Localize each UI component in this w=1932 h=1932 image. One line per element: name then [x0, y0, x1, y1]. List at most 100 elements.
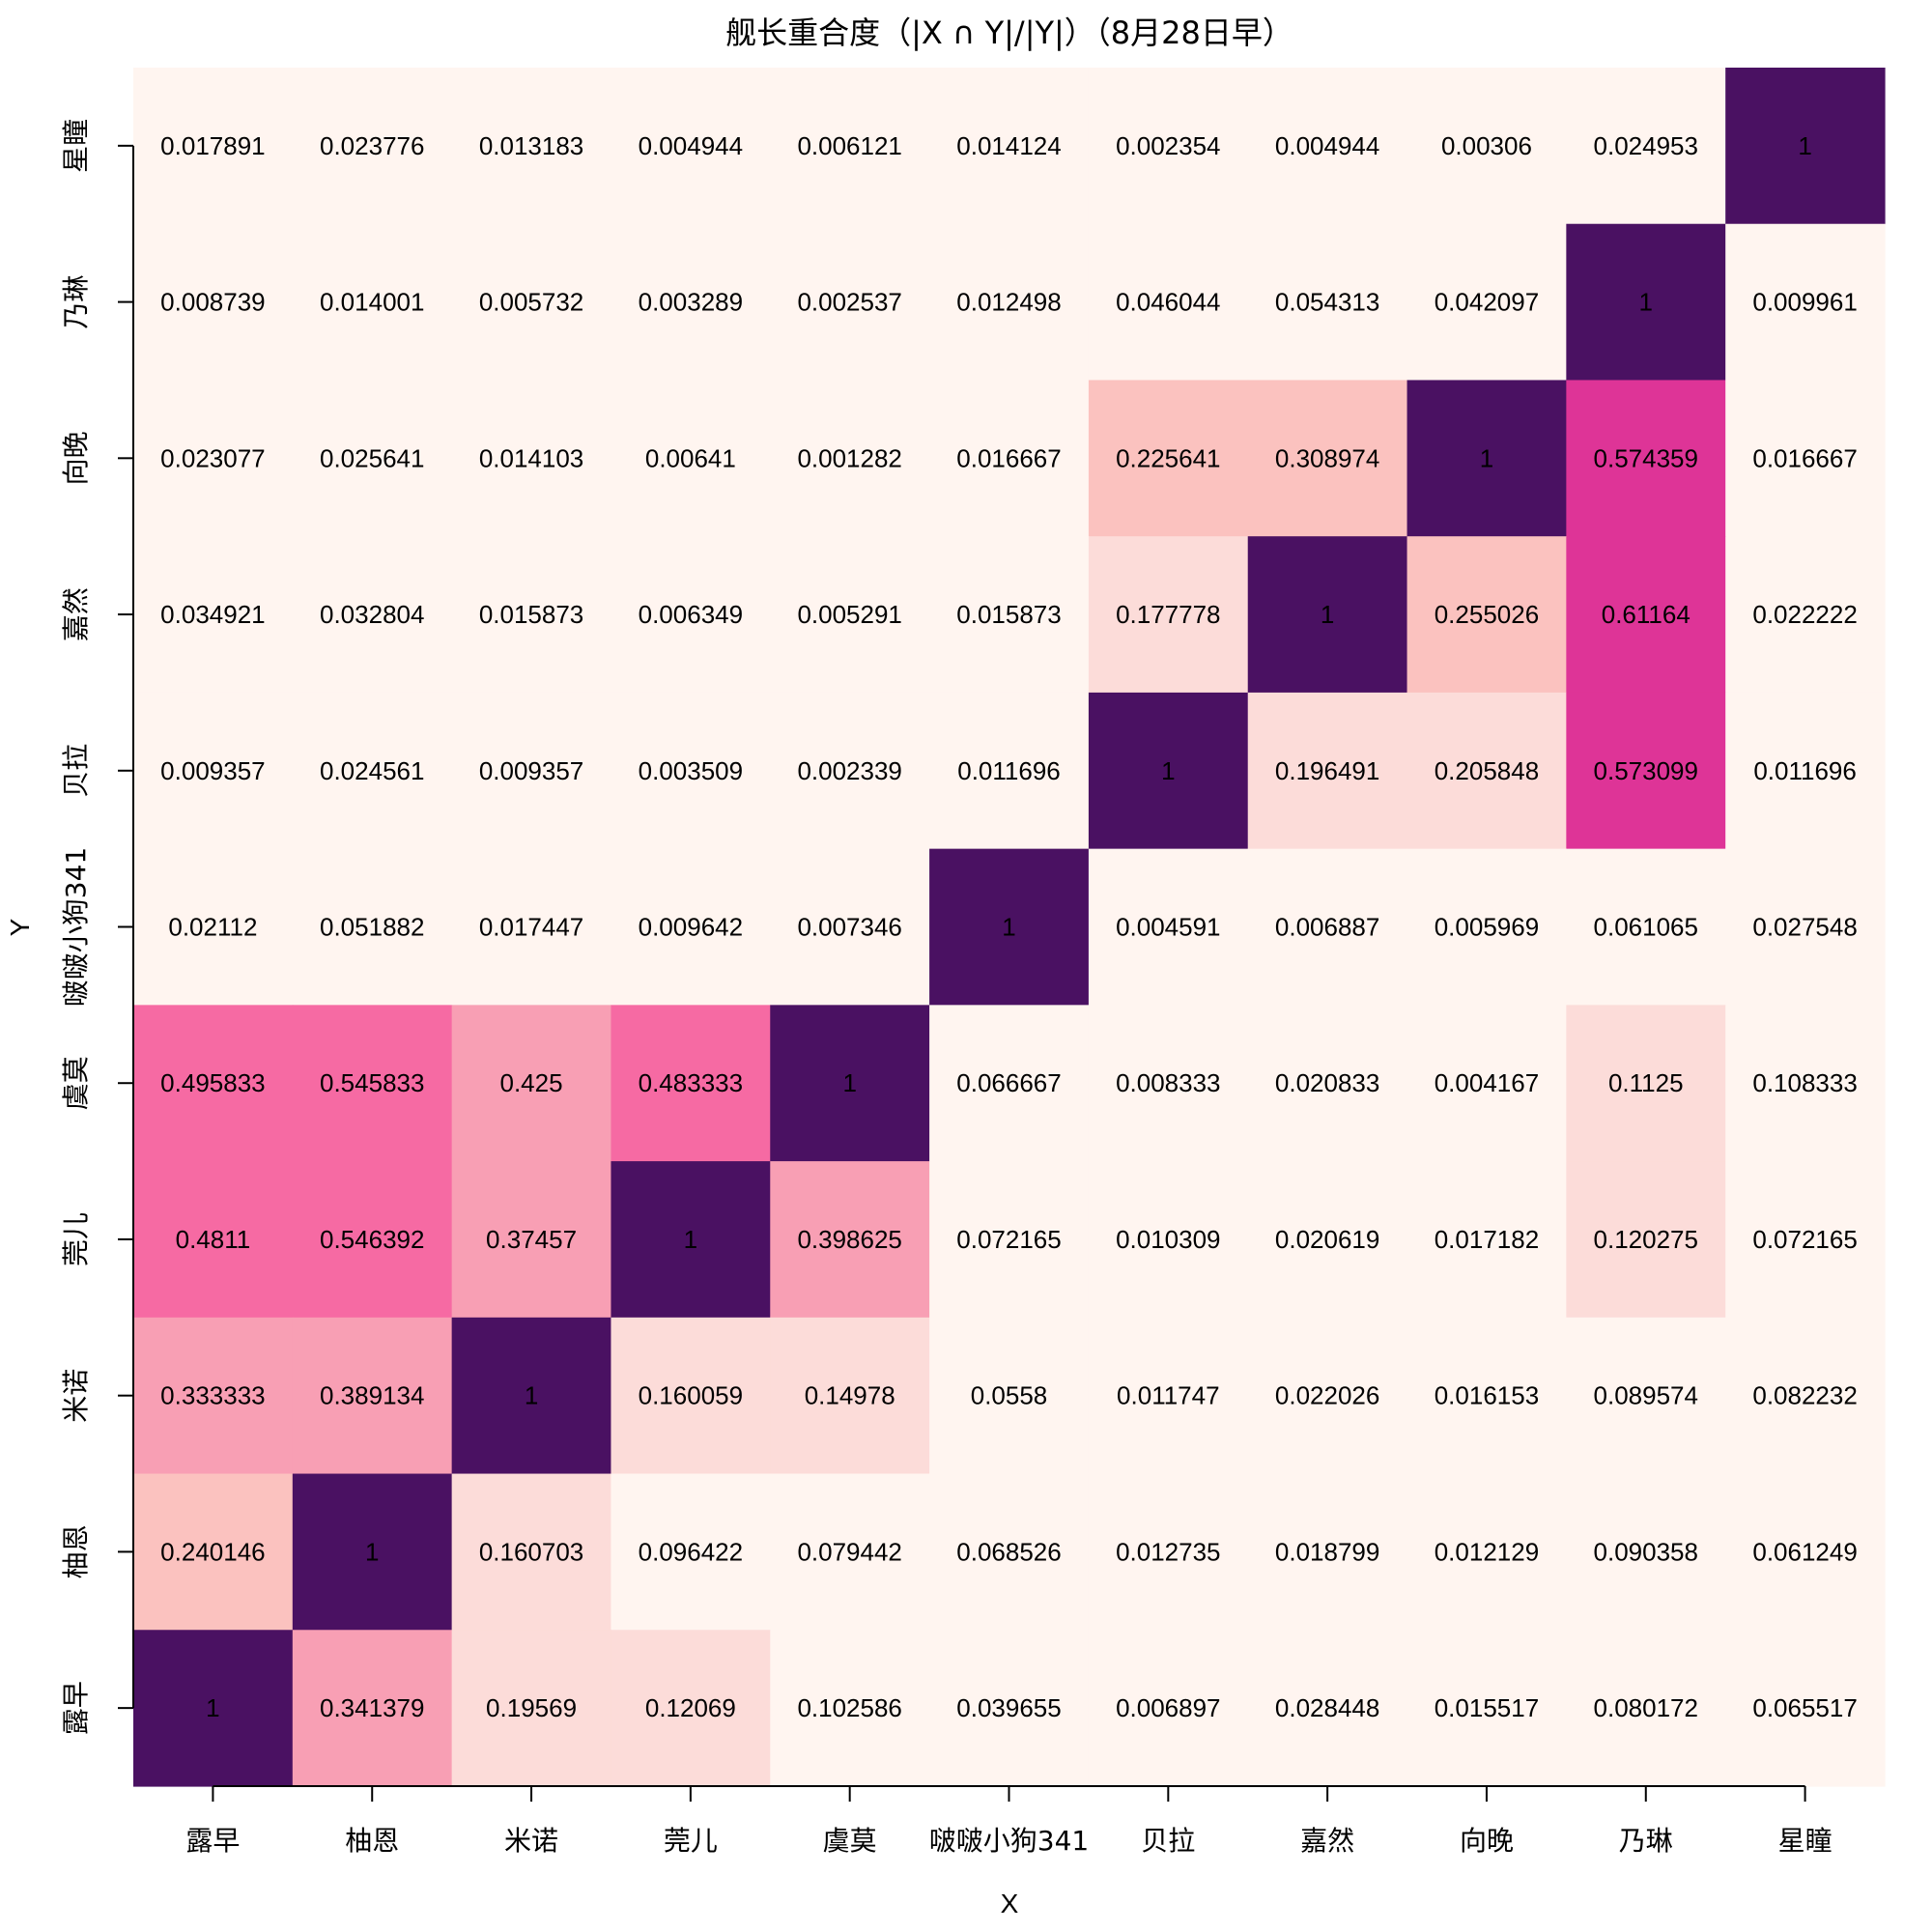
heatmap-cell: [451, 380, 612, 537]
x-tick-label: 露早: [185, 1825, 240, 1857]
heatmap-cell: [1406, 380, 1567, 537]
cell-value-label: 0.61164: [1602, 600, 1690, 629]
heatmap-cell: [1566, 1005, 1726, 1162]
cell-value-label: 0.022222: [1752, 600, 1857, 629]
heatmap-cell: [1088, 1317, 1249, 1475]
cell-value-label: 0.177778: [1116, 600, 1220, 629]
heatmap-cell: [1566, 223, 1726, 382]
cell-value-label: 0.12069: [645, 1693, 736, 1722]
cell-value-label: 0.013183: [479, 131, 583, 160]
cell-value-label: 0.011696: [957, 756, 1061, 785]
heatmap-cell: [1566, 380, 1726, 537]
cell-value-label: 0.389134: [320, 1381, 424, 1410]
heatmap-cell: [1247, 380, 1408, 537]
heatmap-cell: [1247, 1005, 1408, 1162]
cell-value-label: 0.015873: [956, 600, 1061, 629]
cell-value-label: 0.005732: [479, 288, 583, 317]
cell-value-label: 0.002354: [1116, 131, 1220, 160]
heatmap-cell: [292, 848, 453, 1006]
heatmap-cell: [1566, 1473, 1726, 1631]
heatmap-cell: [1725, 692, 1886, 850]
cell-value-label: 0.005969: [1435, 913, 1539, 942]
heatmap-cell: [1247, 848, 1408, 1006]
cell-value-label: 0.017447: [479, 913, 583, 942]
heatmap-cell: [770, 223, 930, 382]
heatmap-cell: [133, 848, 294, 1006]
cell-value-label: 0.017891: [160, 131, 265, 160]
cell-value-label: 0.012498: [956, 288, 1061, 317]
heatmap-cell: [770, 1161, 930, 1319]
heatmap-cell: [611, 68, 771, 225]
cell-value-label: 0.015873: [479, 600, 583, 629]
cell-value-label: 0.19569: [486, 1693, 577, 1722]
cell-value-label: 0.120275: [1594, 1225, 1698, 1254]
heatmap-cell: [1725, 848, 1886, 1006]
y-tick-label: 向晚: [60, 431, 92, 485]
heatmap-cell: [770, 692, 930, 850]
heatmap-cell: [133, 1005, 294, 1162]
y-tick-label: 莞儿: [60, 1212, 92, 1266]
heatmap-cell: [1247, 68, 1408, 225]
cell-value-label: 0.054313: [1275, 288, 1379, 317]
cell-value-label: 0.00641: [645, 443, 736, 472]
cell-value-label: 1: [1639, 288, 1653, 317]
cell-value-label: 0.006897: [1116, 1693, 1220, 1722]
heatmap-cell: [770, 848, 930, 1006]
cell-value-label: 0.011747: [1117, 1381, 1220, 1410]
heatmap-cell: [929, 223, 1090, 382]
heatmap-cell: [770, 1317, 930, 1475]
x-tick-label: 贝拉: [1141, 1825, 1195, 1857]
x-axis-title: X: [1001, 1889, 1019, 1918]
heatmap-cell: [133, 1473, 294, 1631]
cell-value-label: 0.0558: [971, 1381, 1048, 1410]
cell-value-label: 0.02112: [168, 913, 257, 942]
chart-title: 舰长重合度（|X ∩ Y|/|Y|）（8月28日早）: [725, 14, 1293, 51]
heatmap-cell: [929, 1473, 1090, 1631]
heatmap-cell: [1406, 848, 1567, 1006]
heatmap-cell: [929, 1161, 1090, 1319]
heatmap-cell: [1566, 536, 1726, 694]
x-tick-label: 嘉然: [1300, 1825, 1354, 1857]
heatmap-cell: [1406, 1161, 1567, 1319]
heatmap-cell: [611, 223, 771, 382]
heatmap-cell: [1088, 380, 1249, 537]
cell-value-label: 0.546392: [320, 1225, 424, 1254]
heatmap-cell: [1566, 1317, 1726, 1475]
heatmap-cell: [1406, 223, 1567, 382]
heatmap-cell: [1725, 1473, 1886, 1631]
cell-value-label: 0.003509: [639, 756, 743, 785]
y-tick-label: 虞莫: [60, 1056, 92, 1110]
cell-value-label: 0.009357: [160, 756, 265, 785]
heatmap-cell: [292, 1005, 453, 1162]
cell-value-label: 0.255026: [1435, 600, 1539, 629]
heatmap-cell: [929, 848, 1090, 1006]
x-tick-label: 向晚: [1460, 1825, 1514, 1857]
cell-value-label: 0.240146: [160, 1537, 265, 1566]
cell-value-label: 0.046044: [1116, 288, 1220, 317]
heatmap-cell: [611, 692, 771, 850]
cell-value-label: 0.333333: [160, 1381, 265, 1410]
cell-value-label: 0.096422: [639, 1537, 743, 1566]
heatmap-cell: [770, 68, 930, 225]
cell-value-label: 1: [1480, 443, 1493, 472]
y-tick-label: 露早: [60, 1681, 92, 1735]
heatmap-cell: [1406, 692, 1567, 850]
heatmap-cell: [611, 1473, 771, 1631]
cell-value-label: 0.018799: [1275, 1537, 1379, 1566]
heatmap-cell: [770, 1005, 930, 1162]
cell-value-label: 0.009961: [1752, 288, 1857, 317]
heatmap-cell: [929, 536, 1090, 694]
heatmap-cell: [1406, 1005, 1567, 1162]
heatmap-cell: [1406, 1317, 1567, 1475]
heatmap-cell: [1247, 1473, 1408, 1631]
cell-value-label: 0.004944: [639, 131, 743, 160]
y-tick-label: 贝拉: [60, 744, 92, 798]
heatmap-cell: [451, 1005, 612, 1162]
cell-value-label: 0.014001: [320, 288, 424, 317]
heatmap-cell: [1088, 68, 1249, 225]
heatmap-cell: [1088, 1161, 1249, 1319]
y-tick-label: 米诺: [60, 1369, 92, 1423]
y-tick-label: 柚恩: [60, 1524, 92, 1578]
cell-value-label: 0.008333: [1116, 1068, 1220, 1097]
heatmap-cell: [1406, 536, 1567, 694]
